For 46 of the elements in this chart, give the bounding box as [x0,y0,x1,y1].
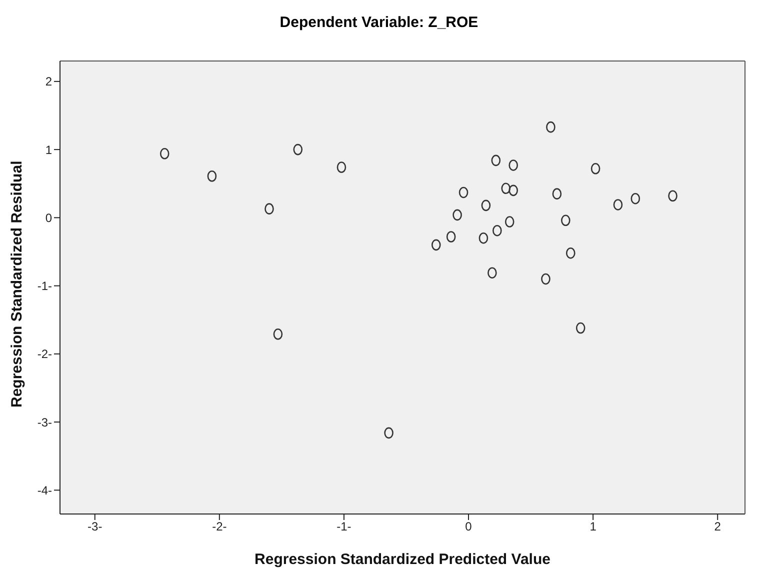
point [336,162,346,173]
point [541,273,550,285]
point [458,186,468,198]
x-tick-label: -3- [88,520,102,534]
x-tick-label: -1- [336,520,352,534]
point [452,209,462,221]
point [446,231,456,242]
x-tick-label: 0 [465,520,472,534]
x-tick-label: 2 [714,520,722,534]
point [508,160,518,171]
point [491,154,501,166]
point [492,224,502,236]
y-tick-label: 1 [45,142,52,157]
point [384,427,394,439]
point [576,322,586,334]
x-tick-label: -2- [212,520,227,534]
point [561,214,570,226]
point [613,199,623,210]
y-tick-label: -3- [37,415,52,430]
point [481,200,491,212]
point [273,328,283,340]
point [501,182,511,194]
y-tick-label: 0 [45,210,52,225]
point [546,121,556,133]
point [590,162,600,174]
y-axis-title: Regression Standardized Residual [8,160,26,408]
point [552,188,562,200]
y-tick-label: 2 [45,74,52,89]
y-tick-label: -2- [37,347,52,362]
point [630,192,640,204]
point [566,247,576,259]
point [431,239,441,251]
point [504,216,514,228]
y-tick-label: -4- [37,483,52,498]
point [488,267,497,279]
point [207,170,217,182]
point [478,232,488,244]
x-axis-title: Regression Standardized Predicted Value [254,551,550,568]
y-tick-label: -1- [37,279,52,294]
point [508,184,518,196]
chart-title: Dependent Variable: Z_ROE [278,13,480,33]
point [160,148,170,160]
point [668,190,678,202]
point [293,144,303,156]
x-tick-label: 1 [590,520,597,534]
point [264,203,274,214]
